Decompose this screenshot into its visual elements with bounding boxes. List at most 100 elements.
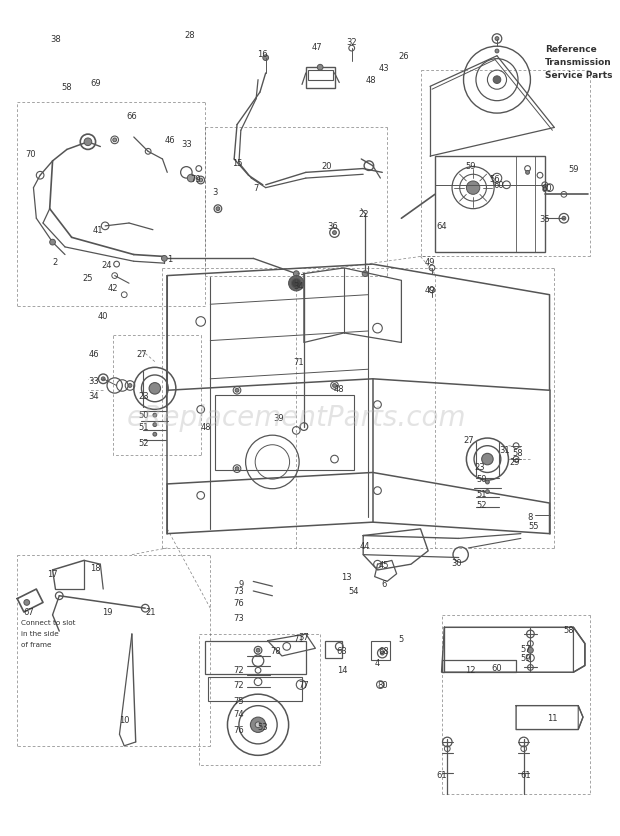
Text: 68: 68 <box>379 646 389 655</box>
Text: 71: 71 <box>293 358 304 367</box>
Circle shape <box>128 384 132 388</box>
Text: 31: 31 <box>499 446 510 455</box>
Text: 73: 73 <box>234 614 244 623</box>
Text: 47: 47 <box>312 43 322 52</box>
Text: Reference: Reference <box>545 44 596 54</box>
Text: 35: 35 <box>539 215 550 223</box>
Circle shape <box>493 77 501 84</box>
Bar <box>215 395 353 470</box>
Text: 19: 19 <box>102 608 112 617</box>
Text: 21: 21 <box>146 608 156 617</box>
Circle shape <box>381 651 384 655</box>
Circle shape <box>162 256 167 262</box>
Text: 5: 5 <box>399 635 404 644</box>
Text: 48: 48 <box>366 76 376 85</box>
Circle shape <box>332 232 337 235</box>
Circle shape <box>24 600 30 605</box>
Text: 48: 48 <box>200 422 211 431</box>
Circle shape <box>153 423 157 427</box>
Circle shape <box>485 490 489 494</box>
Text: 57: 57 <box>520 644 531 653</box>
Bar <box>371 641 390 660</box>
Circle shape <box>250 717 266 732</box>
Text: 76: 76 <box>234 725 244 734</box>
Circle shape <box>289 276 304 292</box>
Text: 71: 71 <box>293 635 304 644</box>
Text: 61: 61 <box>520 770 531 779</box>
Text: 27: 27 <box>136 350 147 359</box>
Bar <box>308 71 332 80</box>
Text: 26: 26 <box>398 52 409 61</box>
Text: eReplacementParts.com: eReplacementParts.com <box>126 404 466 432</box>
Circle shape <box>332 384 337 388</box>
Text: 48: 48 <box>334 385 345 394</box>
Text: 52: 52 <box>476 501 487 510</box>
Text: Transmission: Transmission <box>545 58 611 67</box>
Text: 59: 59 <box>465 162 476 171</box>
Text: 50: 50 <box>138 410 149 419</box>
Text: 28: 28 <box>184 31 195 40</box>
Circle shape <box>495 38 499 42</box>
Text: 24: 24 <box>102 260 112 269</box>
Text: 33: 33 <box>181 140 192 149</box>
Text: 59: 59 <box>568 165 578 174</box>
Text: 53: 53 <box>257 722 268 732</box>
Circle shape <box>495 50 499 54</box>
Text: 43: 43 <box>379 64 389 73</box>
Text: 27: 27 <box>463 436 474 445</box>
Text: 70: 70 <box>25 150 36 159</box>
Text: 4: 4 <box>375 659 380 667</box>
Circle shape <box>153 414 157 417</box>
Text: 76: 76 <box>234 599 244 607</box>
Text: 61: 61 <box>436 770 447 779</box>
Circle shape <box>199 179 203 183</box>
Circle shape <box>255 722 261 728</box>
Circle shape <box>482 454 493 466</box>
Text: 73: 73 <box>234 587 244 596</box>
Text: 46: 46 <box>88 350 99 359</box>
Circle shape <box>113 139 117 143</box>
Circle shape <box>216 207 220 212</box>
Bar <box>435 157 545 252</box>
Text: 49: 49 <box>425 286 435 295</box>
Text: 58: 58 <box>61 83 72 92</box>
Text: 39: 39 <box>274 413 285 422</box>
Text: 20: 20 <box>322 162 332 171</box>
Circle shape <box>293 272 299 278</box>
Text: 69: 69 <box>91 79 101 88</box>
Circle shape <box>362 272 368 278</box>
Text: 37: 37 <box>299 633 309 641</box>
Text: 59: 59 <box>520 654 531 663</box>
Circle shape <box>291 279 301 288</box>
Text: 1: 1 <box>167 255 173 263</box>
Text: 79: 79 <box>190 175 202 183</box>
Circle shape <box>235 389 239 393</box>
Text: 7: 7 <box>254 184 259 193</box>
Text: 78: 78 <box>270 646 281 655</box>
Circle shape <box>543 188 547 192</box>
Text: 40: 40 <box>98 312 108 321</box>
Text: 18: 18 <box>91 563 101 572</box>
Text: 56: 56 <box>490 175 500 183</box>
Text: 49: 49 <box>425 257 435 267</box>
Text: 77: 77 <box>299 681 309 690</box>
Circle shape <box>235 467 239 471</box>
Text: 12: 12 <box>465 665 476 674</box>
Circle shape <box>84 139 92 146</box>
Text: 58: 58 <box>564 625 574 634</box>
Text: 74: 74 <box>234 709 244 718</box>
Bar <box>306 69 335 89</box>
Text: 10: 10 <box>119 716 130 725</box>
Text: 41: 41 <box>92 226 103 235</box>
Text: Service Parts: Service Parts <box>545 71 613 80</box>
Circle shape <box>50 240 55 246</box>
Text: 64: 64 <box>436 222 447 231</box>
Text: 50: 50 <box>476 474 487 483</box>
Circle shape <box>153 433 157 436</box>
Circle shape <box>526 171 529 175</box>
Circle shape <box>149 383 161 395</box>
Text: 63: 63 <box>337 646 348 655</box>
Text: 23: 23 <box>138 391 149 400</box>
Circle shape <box>263 56 268 62</box>
Text: 6: 6 <box>381 579 387 588</box>
